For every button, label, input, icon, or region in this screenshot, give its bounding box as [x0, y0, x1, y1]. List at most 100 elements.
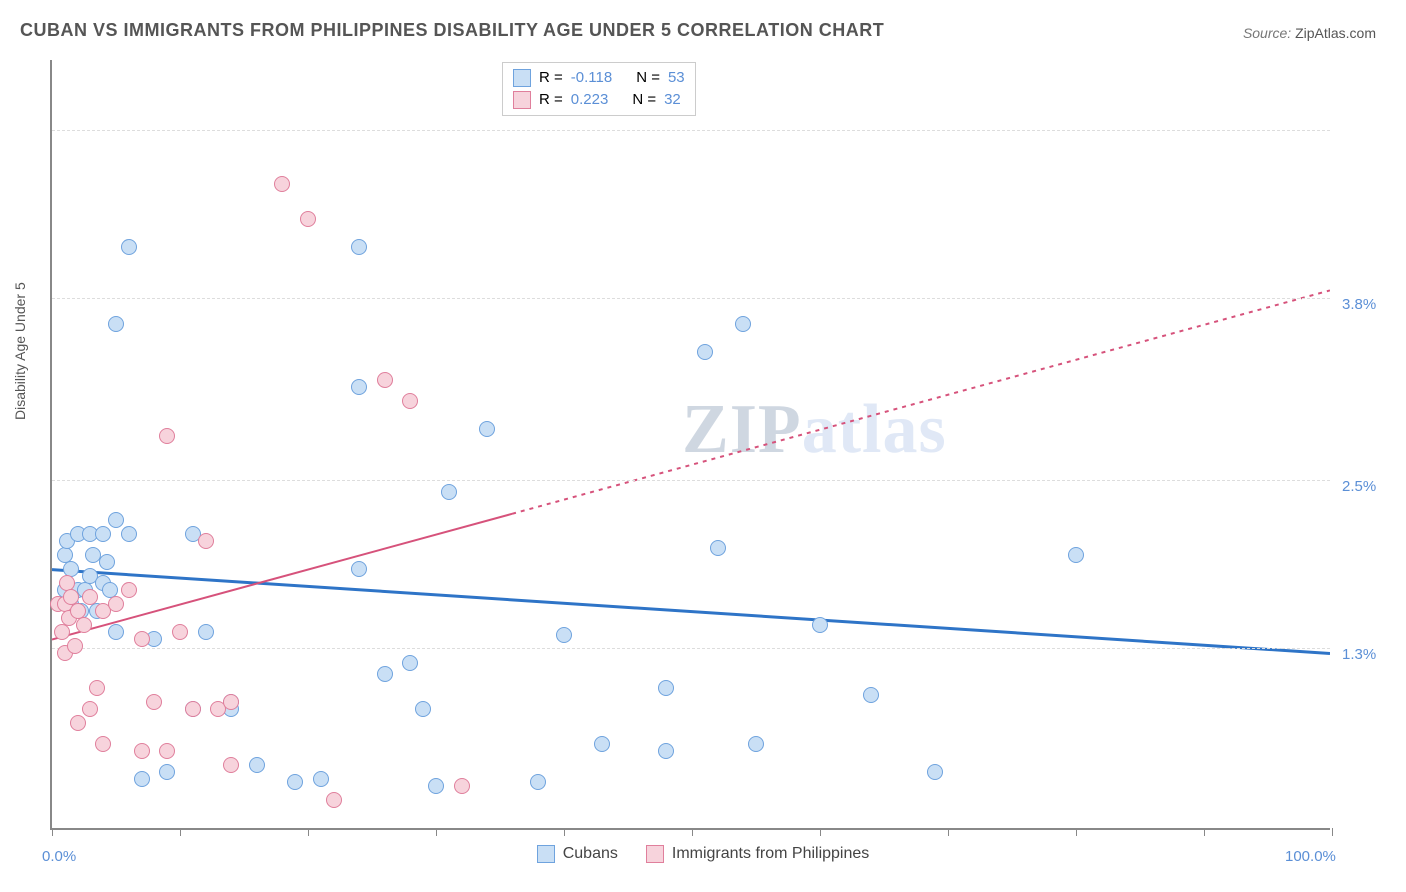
- x-tick: [308, 828, 309, 836]
- trend-lines: [52, 60, 1330, 828]
- n-value-cubans: 53: [668, 67, 685, 89]
- scatter-point: [198, 533, 214, 549]
- scatter-point: [351, 561, 367, 577]
- x-tick: [948, 828, 949, 836]
- x-tick: [436, 828, 437, 836]
- scatter-point: [377, 372, 393, 388]
- scatter-point: [710, 540, 726, 556]
- scatter-point: [415, 701, 431, 717]
- scatter-point: [198, 624, 214, 640]
- scatter-point: [108, 596, 124, 612]
- scatter-point: [159, 764, 175, 780]
- scatter-point: [223, 757, 239, 773]
- legend-item: Cubans: [537, 845, 618, 863]
- chart-title: CUBAN VS IMMIGRANTS FROM PHILIPPINES DIS…: [20, 20, 884, 41]
- scatter-point: [556, 627, 572, 643]
- scatter-point: [121, 582, 137, 598]
- scatter-point: [82, 701, 98, 717]
- scatter-point: [735, 316, 751, 332]
- scatter-point: [95, 736, 111, 752]
- scatter-point: [95, 526, 111, 542]
- x-tick: [692, 828, 693, 836]
- scatter-point: [658, 680, 674, 696]
- scatter-point: [121, 239, 137, 255]
- x-tick-label: 100.0%: [1285, 848, 1336, 865]
- legend-series: Cubans Immigrants from Philippines: [0, 845, 1406, 868]
- legend-label: Immigrants from Philippines: [672, 845, 869, 863]
- x-tick: [1332, 828, 1333, 836]
- scatter-point: [441, 484, 457, 500]
- swatch-cubans: [513, 69, 531, 87]
- gridline: [52, 480, 1330, 481]
- scatter-point: [108, 316, 124, 332]
- watermark: ZIPatlas: [682, 390, 947, 470]
- x-tick: [1076, 828, 1077, 836]
- x-tick: [180, 828, 181, 836]
- gridline: [52, 130, 1330, 131]
- scatter-point: [927, 764, 943, 780]
- scatter-point: [159, 743, 175, 759]
- scatter-point: [594, 736, 610, 752]
- n-value-philippines: 32: [664, 89, 681, 111]
- legend-correlation: R = -0.118 N = 53 R = 0.223 N = 32: [502, 62, 696, 116]
- scatter-point: [658, 743, 674, 759]
- scatter-point: [351, 239, 367, 255]
- scatter-point: [99, 554, 115, 570]
- scatter-point: [300, 211, 316, 227]
- scatter-point: [134, 743, 150, 759]
- scatter-point: [67, 638, 83, 654]
- scatter-point: [479, 421, 495, 437]
- scatter-point: [70, 715, 86, 731]
- scatter-point: [108, 624, 124, 640]
- r-value-philippines: 0.223: [571, 89, 609, 111]
- y-tick-label: 2.5%: [1342, 478, 1376, 495]
- scatter-point: [134, 631, 150, 647]
- watermark-a: ZIP: [682, 391, 802, 468]
- scatter-point: [108, 512, 124, 528]
- n-label: N =: [632, 89, 656, 111]
- n-label: N =: [636, 67, 660, 89]
- scatter-point: [863, 687, 879, 703]
- scatter-point: [697, 344, 713, 360]
- x-tick: [1204, 828, 1205, 836]
- gridline: [52, 648, 1330, 649]
- scatter-point: [377, 666, 393, 682]
- legend-label: Cubans: [563, 845, 618, 863]
- scatter-point: [76, 617, 92, 633]
- x-tick: [820, 828, 821, 836]
- scatter-point: [146, 694, 162, 710]
- scatter-point: [185, 701, 201, 717]
- x-tick: [564, 828, 565, 836]
- y-axis-label: Disability Age Under 5: [12, 282, 28, 420]
- gridline: [52, 298, 1330, 299]
- scatter-point: [402, 393, 418, 409]
- scatter-point: [274, 176, 290, 192]
- scatter-point: [313, 771, 329, 787]
- scatter-point: [454, 778, 470, 794]
- source-credit: Source: ZipAtlas.com: [1243, 25, 1376, 41]
- r-label: R =: [539, 67, 563, 89]
- scatter-point: [530, 774, 546, 790]
- y-tick-label: 3.8%: [1342, 296, 1376, 313]
- x-tick: [52, 828, 53, 836]
- scatter-plot: ZIPatlas R = -0.118 N = 53 R = 0.223 N =…: [50, 60, 1330, 830]
- scatter-point: [402, 655, 418, 671]
- legend-item: Immigrants from Philippines: [646, 845, 869, 863]
- watermark-b: atlas: [802, 391, 947, 468]
- scatter-point: [287, 774, 303, 790]
- scatter-point: [159, 428, 175, 444]
- source-label: Source:: [1243, 25, 1295, 41]
- r-value-cubans: -0.118: [571, 67, 612, 89]
- legend-row-philippines: R = 0.223 N = 32: [513, 89, 685, 111]
- scatter-point: [428, 778, 444, 794]
- scatter-point: [82, 589, 98, 605]
- scatter-point: [351, 379, 367, 395]
- swatch-philippines: [513, 91, 531, 109]
- r-label: R =: [539, 89, 563, 111]
- source-value: ZipAtlas.com: [1295, 25, 1376, 41]
- scatter-point: [1068, 547, 1084, 563]
- scatter-point: [121, 526, 137, 542]
- x-tick-label: 0.0%: [42, 848, 76, 865]
- scatter-point: [134, 771, 150, 787]
- scatter-point: [748, 736, 764, 752]
